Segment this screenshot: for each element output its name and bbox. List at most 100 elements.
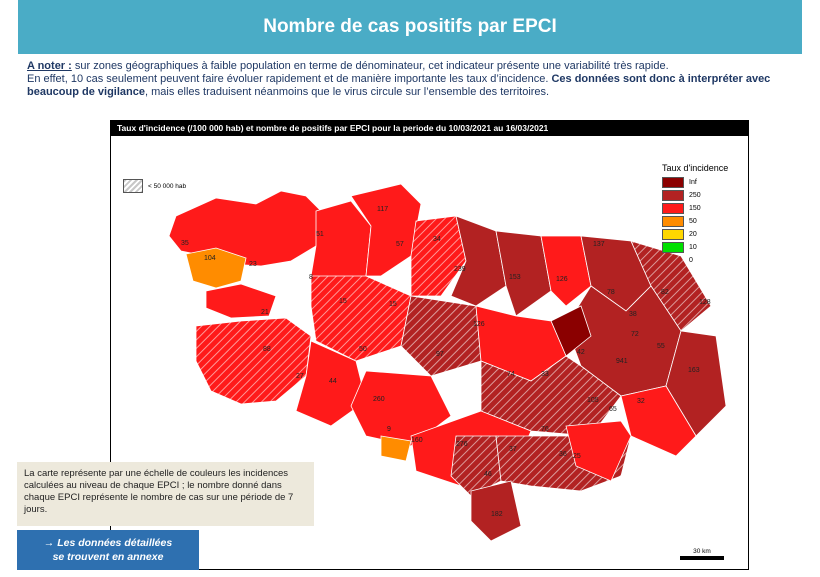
legend-title: Taux d'incidence bbox=[662, 163, 729, 173]
count-label: 74 bbox=[507, 371, 515, 378]
legend-label: 10 bbox=[689, 243, 697, 251]
count-label: 42 bbox=[577, 349, 585, 356]
count-label: 82 bbox=[661, 289, 669, 296]
map-title: Taux d'incidence (/100 000 hab) et nombr… bbox=[111, 121, 748, 136]
count-label: 105 bbox=[587, 397, 599, 404]
legend-swatch bbox=[662, 228, 684, 240]
count-label: 15 bbox=[339, 298, 347, 305]
count-label: 55 bbox=[657, 343, 665, 350]
count-label: 78 bbox=[607, 289, 615, 296]
count-label: 128 bbox=[699, 299, 711, 306]
count-label: 88 bbox=[263, 346, 271, 353]
count-label: 27 bbox=[296, 373, 304, 380]
count-label: 36 bbox=[559, 451, 567, 458]
count-label: 8 bbox=[309, 274, 313, 281]
legend-label: Inf bbox=[689, 178, 697, 186]
map-panel: Taux d'incidence (/100 000 hab) et nombr… bbox=[110, 120, 749, 570]
legend-item: 10 bbox=[662, 241, 701, 253]
count-label: 35 bbox=[181, 240, 189, 247]
note-text-3: , mais elles traduisent néanmoins que le… bbox=[144, 86, 550, 98]
note-text-bold: Ces données sont donc à interpréter avec… bbox=[27, 73, 771, 98]
count-label: 65 bbox=[609, 406, 617, 413]
region-retz bbox=[470, 480, 522, 542]
count-label: 137 bbox=[593, 241, 605, 248]
count-label: 51 bbox=[316, 231, 324, 238]
map-area: 117 51 57 34 137 239 153 126 35 104 23 8… bbox=[111, 136, 748, 569]
title-banner: Nombre de cas positifs par EPCI bbox=[18, 0, 802, 54]
count-label: 32 bbox=[637, 398, 645, 405]
count-label: 9 bbox=[387, 426, 391, 433]
color-legend: Inf 250 150 50 20 10 0 bbox=[662, 176, 701, 267]
count-label: 126 bbox=[473, 321, 485, 328]
region-vannes bbox=[350, 370, 452, 447]
legend-swatch bbox=[662, 241, 684, 253]
hatch-legend: < 50 000 hab bbox=[123, 179, 186, 193]
legend-swatch bbox=[662, 202, 684, 214]
count-label: 15 bbox=[389, 301, 397, 308]
region-redon bbox=[620, 385, 697, 457]
note-text-1: sur zones géographiques à faible populat… bbox=[71, 60, 669, 72]
annex-link-line-2: se trouvent en annexe bbox=[52, 551, 164, 563]
scale-bar: 30 km bbox=[680, 548, 724, 560]
count-label: 76 bbox=[541, 426, 549, 433]
count-label: 57 bbox=[396, 241, 404, 248]
legend-item: 0 bbox=[662, 254, 701, 266]
explanation-box: La carte représente par une échelle de c… bbox=[17, 462, 314, 526]
region-east-edge bbox=[665, 330, 727, 437]
count-label: 276 bbox=[456, 441, 468, 448]
count-label: 72 bbox=[631, 331, 639, 338]
region-lorient bbox=[295, 340, 367, 427]
count-label: 163 bbox=[688, 367, 700, 374]
count-label: 160 bbox=[411, 437, 423, 444]
region-lannion bbox=[350, 183, 422, 277]
annex-link-line-1: → Les données détaillées bbox=[43, 537, 173, 549]
count-labels: 117 51 57 34 137 239 153 126 35 104 23 8… bbox=[181, 206, 711, 518]
hatch-label: < 50 000 hab bbox=[148, 182, 187, 190]
region-dinan bbox=[495, 230, 552, 317]
region-ancenis bbox=[565, 420, 632, 482]
count-label: 941 bbox=[616, 358, 628, 365]
legend-item: 250 bbox=[662, 189, 701, 201]
count-label: 50 bbox=[359, 346, 367, 353]
count-label: 260 bbox=[373, 396, 385, 403]
region-auray bbox=[380, 435, 412, 462]
legend-label: 20 bbox=[689, 230, 697, 238]
count-label: 37 bbox=[509, 446, 517, 453]
count-label: 239 bbox=[454, 266, 466, 273]
count-label: 117 bbox=[377, 206, 388, 213]
hatch-swatch bbox=[123, 179, 143, 193]
note-lead: A noter : bbox=[27, 60, 72, 72]
count-label: 44 bbox=[329, 378, 337, 385]
legend-label: 250 bbox=[689, 191, 701, 199]
note-paragraph: A noter : sur zones géographiques à faib… bbox=[27, 60, 799, 99]
legend-item: 150 bbox=[662, 202, 701, 214]
scale-label: 30 km bbox=[693, 548, 711, 555]
count-label: 104 bbox=[204, 255, 216, 262]
count-label: 182 bbox=[491, 511, 503, 518]
count-label: 33 bbox=[541, 371, 549, 378]
region-finistere-north bbox=[168, 190, 322, 267]
region-crozon bbox=[205, 283, 277, 319]
count-label: 153 bbox=[509, 274, 521, 281]
legend-label: 50 bbox=[689, 217, 697, 225]
legend-item: Inf bbox=[662, 176, 701, 188]
count-label: 97 bbox=[436, 351, 444, 358]
scale-line bbox=[680, 556, 724, 560]
count-label: 25 bbox=[573, 453, 581, 460]
epci-map: 117 51 57 34 137 239 153 126 35 104 23 8… bbox=[168, 183, 727, 542]
count-label: 23 bbox=[249, 261, 257, 268]
legend-swatch bbox=[662, 215, 684, 227]
legend-label: 0 bbox=[689, 256, 693, 264]
legend-swatch bbox=[662, 176, 684, 188]
legend-label: 150 bbox=[689, 204, 701, 212]
legend-item: 50 bbox=[662, 215, 701, 227]
page-title: Nombre de cas positifs par EPCI bbox=[263, 16, 557, 37]
region-brest bbox=[185, 247, 247, 289]
count-label: 46 bbox=[484, 471, 492, 478]
count-label: 21 bbox=[261, 309, 269, 316]
count-label: 126 bbox=[556, 276, 568, 283]
legend-item: 20 bbox=[662, 228, 701, 240]
legend-swatch bbox=[662, 189, 684, 201]
note-text-2: En effet, 10 cas seulement peuvent faire… bbox=[27, 73, 552, 85]
annex-link-button[interactable]: → Les données détaillées se trouvent en … bbox=[17, 530, 199, 570]
